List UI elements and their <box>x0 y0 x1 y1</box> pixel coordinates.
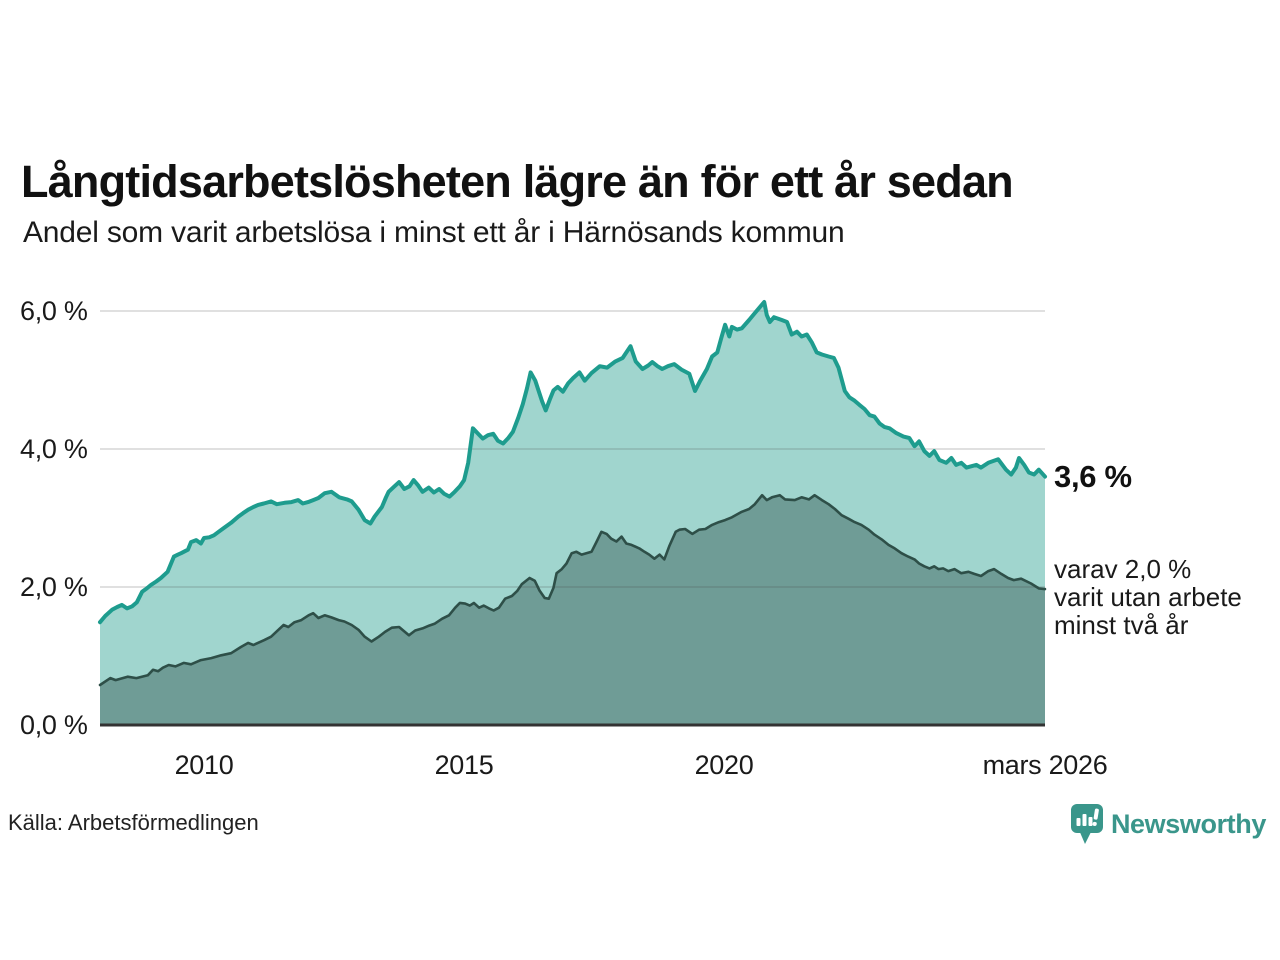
secondary-annotation-line-3: minst två år <box>1054 610 1189 641</box>
latest-value-annotation: 3,6 % <box>1054 458 1132 494</box>
newsworthy-logo-icon <box>1070 804 1103 844</box>
y-tick-2: 2,0 % <box>20 572 88 602</box>
y-tick-0: 0,0 % <box>20 710 88 740</box>
x-tick-2020: 2020 <box>694 750 754 780</box>
secondary-annotation-line-2: varit utan arbete <box>1054 582 1242 613</box>
page-title: Långtidsarbetslösheten lägre än för ett … <box>21 156 1014 208</box>
x-tick-2010: 2010 <box>174 750 234 780</box>
page-subtitle: Andel som varit arbetslösa i minst ett å… <box>23 216 845 249</box>
line-min-two-years <box>98 493 1047 687</box>
x-tick-2015: 2015 <box>434 750 494 780</box>
secondary-annotation: varav 2,0 % varit utan arbete minst två … <box>1054 555 1242 639</box>
secondary-annotation-line-1: varav 2,0 % <box>1054 554 1192 585</box>
newsworthy-logo: Newsworthy <box>1070 802 1266 846</box>
area-min-two-years <box>100 495 1045 725</box>
source-credit: Källa: Arbetsförmedlingen <box>8 810 259 835</box>
gridlines <box>100 310 1045 588</box>
line-min-one-year <box>98 300 1047 625</box>
x-tick-mars-2026: mars 2026 <box>982 750 1108 780</box>
newsworthy-logo-text: Newsworthy <box>1110 808 1266 839</box>
y-tick-6: 6,0 % <box>20 296 88 326</box>
y-tick-4: 4,0 % <box>20 434 88 464</box>
